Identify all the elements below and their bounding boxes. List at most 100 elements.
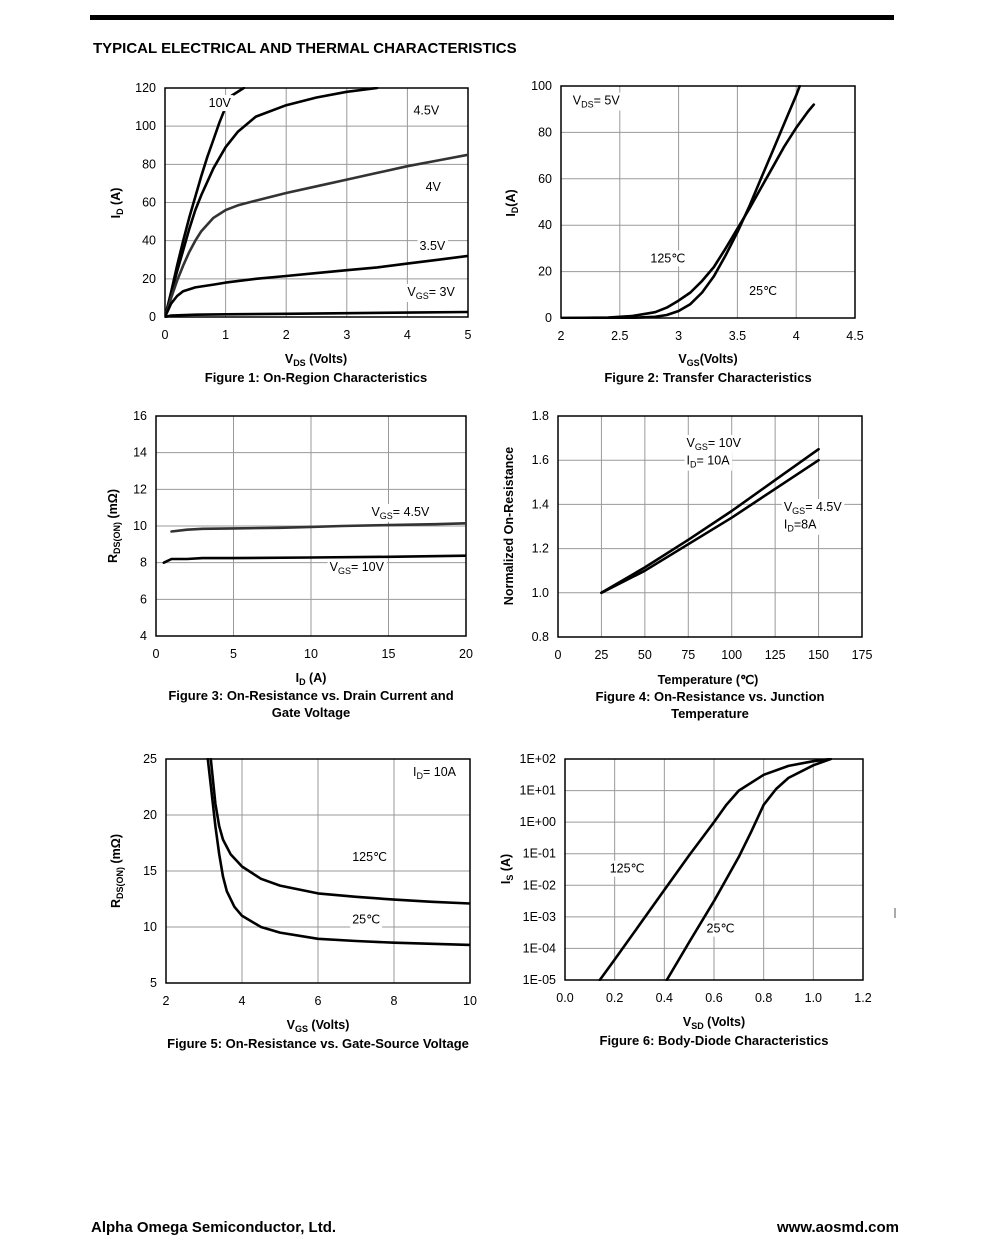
series-annotation: 25℃ <box>749 284 777 298</box>
series-annotation: VGS= 10V <box>687 436 742 452</box>
y-tick-label: 60 <box>142 196 156 210</box>
y-tick-label: 15 <box>143 864 157 878</box>
x-axis-title: ID (A) <box>296 671 327 687</box>
series-line-3v <box>165 310 468 318</box>
figure-1-caption: Figure 1: On-Region Characteristics <box>204 370 428 385</box>
y-tick-label: 16 <box>133 409 147 423</box>
footer-website[interactable]: www.aosmd.com <box>777 1219 899 1236</box>
x-tick-label: 4.5 <box>846 329 863 343</box>
series-annotation: 3.5V <box>420 239 446 253</box>
figure-6-caption: Figure 6: Body-Diode Characteristics <box>599 1033 829 1048</box>
annotation-background <box>411 102 442 119</box>
y-tick-label: 10 <box>143 920 157 934</box>
annotation-background <box>350 848 390 865</box>
x-axis-title: Temperature (℃) <box>658 673 759 687</box>
y-tick-label: 20 <box>143 808 157 822</box>
annotation-background <box>781 516 820 535</box>
x-tick-label: 2 <box>283 328 290 342</box>
annotation-background <box>684 452 733 471</box>
y-tick-label: 25 <box>143 752 157 766</box>
x-tick-label: 4 <box>239 994 246 1008</box>
y-tick-label: 20 <box>142 272 156 286</box>
x-tick-label: 3 <box>343 328 350 342</box>
plot-frame <box>164 87 469 318</box>
figure-3-caption-line-2: Gate Voltage <box>271 705 351 720</box>
y-tick-label: 12 <box>133 482 147 496</box>
series-line-25- <box>206 758 470 947</box>
y-tick-label: 100 <box>135 119 156 133</box>
y-tick-label: 10 <box>133 519 147 533</box>
annotation-background <box>206 95 234 112</box>
x-tick-label: 0.2 <box>606 991 623 1005</box>
series-annotation: ID=8A <box>784 518 817 534</box>
x-tick-label: 0.4 <box>656 991 673 1005</box>
y-axis-title: IS (A) <box>499 854 515 884</box>
y-tick-label: 1E-01 <box>523 847 556 861</box>
x-tick-label: 75 <box>681 648 695 662</box>
x-tick-label: 175 <box>852 648 873 662</box>
y-axis-title: ID(A) <box>504 189 520 216</box>
series-line-vgs-4.5v-id-8a <box>600 458 820 595</box>
y-tick-label: 1E+02 <box>520 752 557 766</box>
plot-frame <box>557 415 863 638</box>
annotation-background <box>607 860 647 877</box>
series-line-125- <box>561 103 816 319</box>
series-line-25- <box>665 758 832 981</box>
x-tick-label: 25 <box>594 648 608 662</box>
y-tick-label: 1E+01 <box>520 784 557 798</box>
x-tick-label: 0 <box>555 648 562 662</box>
annotation-background <box>704 920 737 937</box>
y-tick-label: 1.0 <box>532 586 549 600</box>
series-annotation: 4.5V <box>413 104 439 118</box>
fig5-grid <box>165 758 471 984</box>
x-tick-label: 0.8 <box>755 991 772 1005</box>
x-axis-title: VGS(Volts) <box>678 352 737 368</box>
series-line-10v <box>162 554 466 564</box>
x-tick-label: 8 <box>391 994 398 1008</box>
figure-3-caption: Figure 3: On-Resistance vs. Drain Curren… <box>140 687 482 721</box>
annotation-background <box>405 284 458 303</box>
series-line-4.5v <box>165 87 379 318</box>
footer-company: Alpha Omega Semiconductor, Ltd. <box>91 1219 337 1236</box>
figure-5-caption: Figure 5: On-Resistance vs. Gate-Source … <box>167 1036 469 1051</box>
fig6-grid <box>564 758 864 981</box>
series-annotation: 25℃ <box>707 922 735 936</box>
y-tick-label: 1.6 <box>532 453 549 467</box>
y-tick-label: 40 <box>142 234 156 248</box>
series-line-3.5v <box>165 254 468 318</box>
x-tick-label: 1.2 <box>854 991 871 1005</box>
y-tick-label: 1E-04 <box>523 941 556 955</box>
x-tick-label: 0.6 <box>705 991 722 1005</box>
x-tick-label: 0 <box>162 328 169 342</box>
x-tick-label: 2.5 <box>611 329 628 343</box>
top-rule <box>90 15 894 20</box>
series-annotation: VGS= 3V <box>407 285 455 301</box>
plot-frame <box>155 415 467 637</box>
series-annotation: 125℃ <box>352 850 387 864</box>
y-tick-label: 4 <box>140 629 147 643</box>
annotation-background <box>417 238 448 255</box>
y-tick-label: 120 <box>135 81 156 95</box>
x-tick-label: 1 <box>222 328 229 342</box>
x-tick-label: 3 <box>675 329 682 343</box>
x-tick-label: 20 <box>459 647 473 661</box>
y-tick-label: 80 <box>142 157 156 171</box>
y-tick-label: 1.8 <box>532 409 549 423</box>
series-annotation: 10V <box>209 96 232 110</box>
y-tick-label: 100 <box>531 79 552 93</box>
y-tick-label: 1.4 <box>532 497 549 511</box>
annotation-background <box>684 434 744 453</box>
annotation-background <box>350 911 383 928</box>
annotation-background <box>648 250 688 267</box>
x-tick-label: 4 <box>404 328 411 342</box>
figure-2-caption: Figure 2: Transfer Characteristics <box>604 370 812 385</box>
figure-4-caption-line-2: Temperature <box>671 706 749 721</box>
x-tick-label: 3.5 <box>729 329 746 343</box>
y-tick-label: 80 <box>538 125 552 139</box>
y-tick-label: 1E-02 <box>523 878 556 892</box>
x-tick-label: 2 <box>163 994 170 1008</box>
